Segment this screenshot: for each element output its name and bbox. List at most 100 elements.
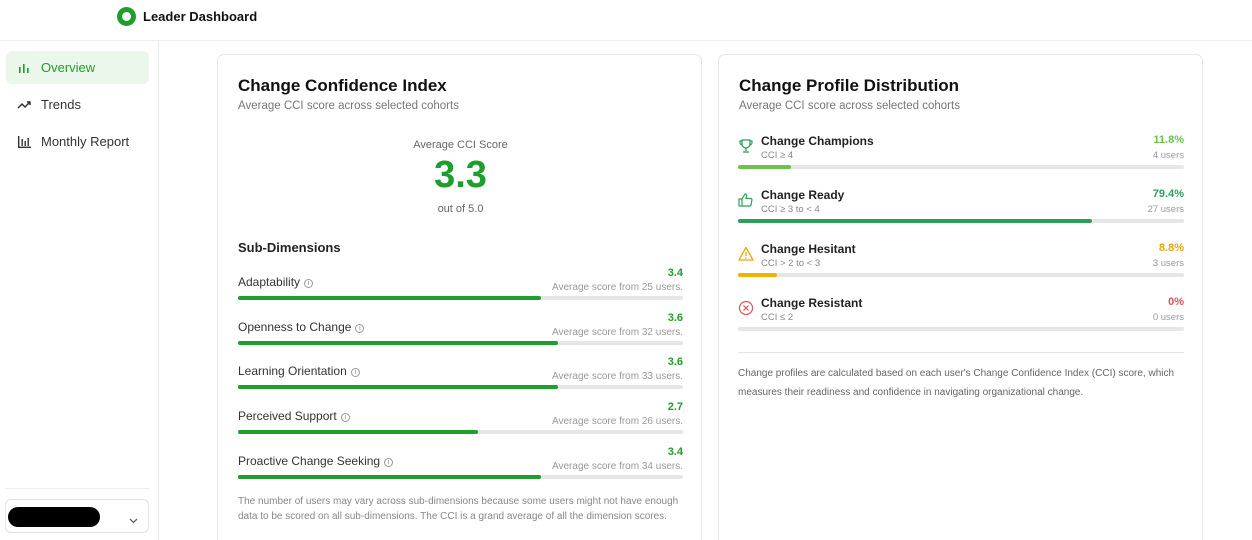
avatar <box>8 507 100 527</box>
dimension-name: Adaptability <box>238 275 301 289</box>
cci-card: Change Confidence Index Average CCI scor… <box>217 54 702 540</box>
progress-track <box>738 327 1184 331</box>
dimension-name: Learning Orientation <box>238 364 347 378</box>
profile-title: Change Profile Distribution <box>739 76 960 95</box>
progress-track <box>238 341 683 345</box>
profile-users: 0 users <box>1152 312 1184 323</box>
progress-fill <box>238 385 559 389</box>
dimension-row: Adaptability i 3.4 Average score from 25 … <box>238 267 683 307</box>
x-circle-icon <box>738 300 754 316</box>
progress-track <box>738 165 1184 169</box>
progress-track <box>238 475 683 479</box>
progress-fill <box>738 165 791 169</box>
dimension-name: Perceived Support <box>238 409 337 423</box>
profile-percent: 0% <box>1168 296 1184 308</box>
trend-line-icon <box>16 98 32 112</box>
dimension-count: Average score from 34 users. <box>552 461 683 472</box>
dimension-score: 3.6 <box>667 356 683 368</box>
dimension-row: Perceived Support i 2.7 Average score fro… <box>238 401 683 441</box>
progress-track <box>738 273 1184 277</box>
profile-row-resistant: Change Resistant CCI ≤ 2 0% 0 users <box>738 295 1184 345</box>
profile-users: 27 users <box>1147 204 1184 215</box>
sidebar-item-overview[interactable]: Overview <box>6 51 149 84</box>
progress-track <box>238 296 683 300</box>
chevron-down-icon <box>129 511 138 529</box>
cci-note: The number of users may vary across sub-… <box>238 496 679 522</box>
info-icon[interactable]: i <box>340 413 350 422</box>
report-chart-icon <box>16 135 32 149</box>
progress-fill <box>738 219 1093 223</box>
dimension-count: Average score from 26 users. <box>552 416 683 427</box>
info-icon[interactable]: i <box>355 324 365 333</box>
profile-row-ready: Change Ready CCI ≥ 3 to < 4 79.4% 27 use… <box>738 187 1184 237</box>
progress-track <box>738 219 1184 223</box>
dimension-count: Average score from 32 users. <box>552 327 683 338</box>
profile-name: Change Champions <box>761 134 874 148</box>
sidebar-item-label: Monthly Report <box>41 134 130 149</box>
sidebar-item-monthly-report[interactable]: Monthly Report <box>6 125 149 158</box>
profile-range: CCI ≥ 3 to < 4 <box>761 204 820 215</box>
profile-range: CCI ≥ 4 <box>761 150 794 161</box>
dimension-row: Proactive Change Seeking i 3.4 Average sc… <box>238 446 683 486</box>
profile-row-hesitant: Change Hesitant CCI > 2 to < 3 8.8% 3 us… <box>738 241 1184 291</box>
app-title: Leader Dashboard <box>143 9 258 24</box>
dimension-label: Perceived Support i <box>238 409 350 423</box>
cci-subtitle: Average CCI score across selected cohort… <box>238 100 459 112</box>
avg-score-value: 3.3 <box>434 154 487 196</box>
dimension-label: Adaptability i <box>238 275 314 289</box>
progress-fill <box>238 430 479 434</box>
bar-chart-icon <box>16 61 32 75</box>
dimension-name: Proactive Change Seeking <box>238 454 381 468</box>
logo-icon <box>117 7 136 26</box>
divider <box>738 352 1184 353</box>
subdimensions-title: Sub-Dimensions <box>238 240 341 255</box>
thumbs-up-icon <box>738 192 754 208</box>
profile-note: Change profiles are calculated based on … <box>738 368 1175 398</box>
profile-range: CCI ≤ 2 <box>761 312 794 323</box>
top-bar: Leader Dashboard <box>0 0 1252 41</box>
dimension-score: 3.4 <box>667 446 683 458</box>
dimension-label: Proactive Change Seeking i <box>238 454 394 468</box>
profile-users: 3 users <box>1152 258 1184 269</box>
dimension-name: Openness to Change <box>238 320 352 334</box>
dimension-label: Openness to Change i <box>238 320 365 334</box>
profile-name: Change Hesitant <box>761 242 856 256</box>
progress-fill <box>738 273 778 277</box>
dimension-row: Openness to Change i 3.6 Average score fr… <box>238 312 683 352</box>
cci-title: Change Confidence Index <box>238 76 447 95</box>
profile-name: Change Ready <box>761 188 845 202</box>
profile-percent: 79.4% <box>1152 188 1184 200</box>
avg-score-label: Average CCI Score <box>413 139 508 151</box>
profile-users: 4 users <box>1152 150 1184 161</box>
dimension-score: 2.7 <box>667 401 683 413</box>
info-icon[interactable]: i <box>350 368 360 377</box>
profile-name: Change Resistant <box>761 296 863 310</box>
warning-icon <box>738 246 754 262</box>
profile-percent: 11.8% <box>1153 134 1184 146</box>
dimension-score: 3.6 <box>667 312 683 324</box>
info-icon[interactable]: i <box>304 279 314 288</box>
dimension-label: Learning Orientation i <box>238 364 360 378</box>
dimension-count: Average score from 33 users. <box>552 371 683 382</box>
user-selector[interactable] <box>5 499 149 533</box>
sidebar: Overview Trends Monthly Report <box>0 41 159 540</box>
progress-track <box>238 430 683 434</box>
sidebar-item-label: Overview <box>41 60 96 75</box>
dimension-count: Average score from 25 users. <box>552 282 683 293</box>
info-icon[interactable]: i <box>384 458 394 467</box>
progress-fill <box>238 475 541 479</box>
progress-fill <box>238 296 541 300</box>
sidebar-divider <box>6 488 149 489</box>
trophy-icon <box>738 138 754 154</box>
profile-range: CCI > 2 to < 3 <box>761 258 821 269</box>
profile-card: Change Profile Distribution Average CCI … <box>718 54 1203 540</box>
dimension-score: 3.4 <box>667 267 683 279</box>
avg-score-out-of: out of 5.0 <box>437 203 484 215</box>
profile-percent: 8.8% <box>1158 242 1184 254</box>
progress-fill <box>238 341 559 345</box>
profile-row-champions: Change Champions CCI ≥ 4 11.8% 4 users <box>738 133 1184 183</box>
sidebar-item-label: Trends <box>41 97 81 112</box>
dimension-row: Learning Orientation i 3.6 Average score … <box>238 356 683 396</box>
sidebar-item-trends[interactable]: Trends <box>6 88 149 121</box>
profile-subtitle: Average CCI score across selected cohort… <box>739 100 960 112</box>
